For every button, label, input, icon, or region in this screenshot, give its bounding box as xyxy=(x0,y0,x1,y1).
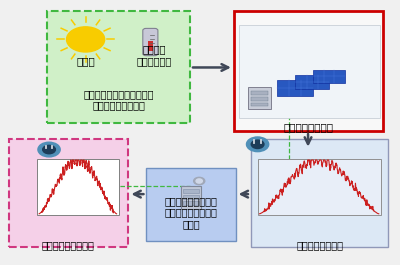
Bar xyxy=(239,25,380,118)
Circle shape xyxy=(194,177,205,185)
Bar xyxy=(148,41,153,51)
FancyBboxPatch shape xyxy=(278,80,313,96)
Bar xyxy=(146,168,236,241)
Circle shape xyxy=(66,27,105,52)
Circle shape xyxy=(38,142,60,157)
Bar xyxy=(258,159,381,215)
Bar xyxy=(181,186,201,209)
Bar xyxy=(251,97,268,100)
Text: システムの構成、パネルの
汚れによる影響など: システムの構成、パネルの 汚れによる影響など xyxy=(84,89,154,111)
Circle shape xyxy=(196,179,202,183)
Bar xyxy=(251,91,268,95)
Bar xyxy=(248,87,272,109)
Text: 実際の発電量データ: 実際の発電量データ xyxy=(42,240,94,250)
Circle shape xyxy=(246,137,269,152)
Bar xyxy=(183,195,199,199)
Text: 発電量推定モデル: 発電量推定モデル xyxy=(284,122,334,132)
FancyBboxPatch shape xyxy=(143,28,158,56)
Text: 期待発電量データと
比較して発電量低下
を検出: 期待発電量データと 比較して発電量低下 を検出 xyxy=(165,196,218,229)
Circle shape xyxy=(43,145,56,154)
Bar xyxy=(251,103,268,106)
FancyBboxPatch shape xyxy=(295,75,329,89)
Text: 期待発電量データ: 期待発電量データ xyxy=(297,240,344,250)
Text: 気象状況
（気温など）: 気象状況 （気温など） xyxy=(137,44,172,66)
Bar xyxy=(251,139,388,246)
Bar xyxy=(8,139,128,246)
Text: 日照量: 日照量 xyxy=(77,56,95,66)
Bar xyxy=(183,189,199,193)
Bar xyxy=(47,11,190,123)
Bar xyxy=(183,201,199,205)
Bar xyxy=(37,159,118,215)
FancyBboxPatch shape xyxy=(313,70,345,83)
Bar xyxy=(234,11,383,131)
Circle shape xyxy=(251,140,264,148)
